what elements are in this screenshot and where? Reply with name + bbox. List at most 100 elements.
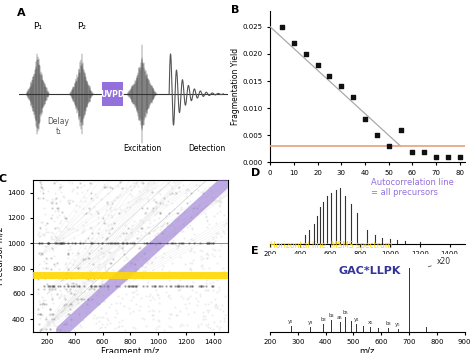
Point xyxy=(137,217,144,222)
Point xyxy=(123,276,130,281)
Point xyxy=(208,312,216,317)
Point xyxy=(112,300,119,306)
Point xyxy=(80,283,88,289)
Point xyxy=(189,260,196,266)
Point xyxy=(36,298,43,304)
Point xyxy=(36,240,43,246)
Point xyxy=(139,220,147,225)
Point xyxy=(444,154,452,160)
Point xyxy=(62,313,69,319)
Point xyxy=(101,266,109,272)
Point xyxy=(73,252,81,258)
Point xyxy=(53,179,60,184)
Point xyxy=(63,225,70,230)
Point xyxy=(38,312,46,317)
Point xyxy=(204,252,212,258)
Point xyxy=(202,213,210,219)
Point xyxy=(127,229,135,234)
Point xyxy=(197,283,205,289)
Point xyxy=(211,297,219,302)
Point xyxy=(49,197,56,202)
Point xyxy=(192,289,200,295)
Point xyxy=(91,191,99,197)
Point xyxy=(128,289,136,295)
Point xyxy=(142,240,150,246)
Point xyxy=(99,275,106,281)
Point xyxy=(48,271,55,277)
Point xyxy=(132,198,139,204)
Point xyxy=(187,214,195,220)
Point xyxy=(42,226,50,232)
Point xyxy=(137,253,145,258)
Point xyxy=(36,225,44,231)
Point xyxy=(100,299,107,304)
Point xyxy=(53,225,60,230)
Point xyxy=(92,292,100,298)
Point xyxy=(202,202,210,208)
Point xyxy=(44,318,52,324)
Point xyxy=(175,240,182,246)
Point xyxy=(142,209,149,215)
Point xyxy=(62,260,70,266)
Point xyxy=(81,239,89,245)
Point xyxy=(187,247,195,253)
Point xyxy=(189,257,196,263)
Point xyxy=(77,289,84,295)
Point xyxy=(138,263,146,269)
Point xyxy=(202,283,210,289)
Point xyxy=(92,320,100,325)
Point xyxy=(174,243,182,249)
Point xyxy=(146,237,154,243)
Point xyxy=(89,240,96,246)
Point xyxy=(84,298,92,303)
Point xyxy=(137,295,145,300)
Point xyxy=(41,275,49,281)
Point xyxy=(65,303,73,309)
Point xyxy=(140,240,148,246)
Point xyxy=(82,210,90,215)
Point xyxy=(101,275,109,280)
Point xyxy=(148,312,155,317)
Point xyxy=(140,316,148,322)
Point xyxy=(64,311,72,317)
Point xyxy=(158,283,166,289)
Point xyxy=(48,245,56,251)
Point xyxy=(111,206,118,211)
Point xyxy=(60,239,67,244)
Point xyxy=(61,301,68,307)
Point xyxy=(173,245,181,251)
Point xyxy=(202,194,210,199)
Point xyxy=(67,291,74,296)
Point xyxy=(71,327,78,333)
Point xyxy=(87,247,94,253)
Point xyxy=(186,265,194,271)
Point xyxy=(64,226,72,232)
Point xyxy=(184,186,191,192)
Point xyxy=(97,196,104,202)
Point xyxy=(49,300,56,306)
Point xyxy=(202,251,210,256)
Text: Horizontal line: MSMS spectrum: Horizontal line: MSMS spectrum xyxy=(270,241,392,250)
Point xyxy=(49,283,57,289)
Point xyxy=(203,256,211,261)
Point xyxy=(122,255,129,260)
Point xyxy=(191,309,198,315)
Point xyxy=(132,180,139,186)
Point xyxy=(182,305,190,311)
Point xyxy=(50,275,57,281)
Point xyxy=(205,238,213,244)
Point xyxy=(188,288,196,293)
Point xyxy=(217,306,224,312)
Text: Excitation: Excitation xyxy=(123,144,161,153)
Point xyxy=(136,246,144,251)
Point xyxy=(165,223,173,228)
Point xyxy=(220,186,228,192)
Point xyxy=(155,318,163,324)
Point xyxy=(36,233,44,239)
Point xyxy=(119,231,127,236)
Point xyxy=(175,216,183,221)
Point xyxy=(60,213,68,219)
Point xyxy=(144,279,152,285)
Point xyxy=(36,311,44,317)
Point xyxy=(151,308,158,313)
